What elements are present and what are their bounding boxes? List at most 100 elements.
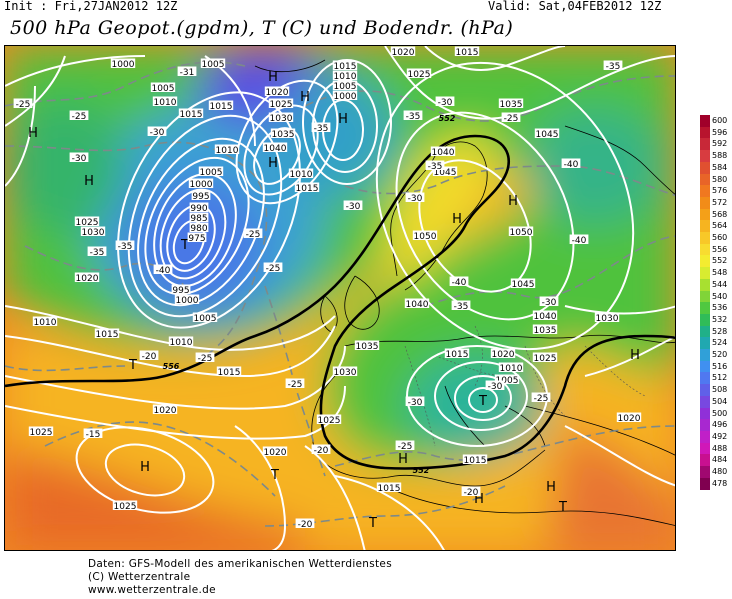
low-pressure-marker: T: [478, 394, 487, 409]
scale-swatch: [700, 243, 710, 256]
isobar-label: 1020: [392, 48, 415, 58]
isotherm-label: -30: [408, 398, 423, 408]
scale-swatch: [700, 208, 710, 221]
scale-label: 596: [712, 127, 728, 137]
scale-label: 532: [712, 314, 728, 324]
scale-swatch: [700, 419, 710, 432]
isobar-label: 1005: [496, 376, 519, 386]
isobar-label: 1035: [272, 130, 295, 140]
isobar-label: 1045: [434, 168, 457, 178]
isobar-label: 1050: [414, 232, 437, 242]
valid-time: Valid: Sat,04FEB2012 12Z: [488, 0, 662, 13]
scale-swatch: [700, 395, 710, 408]
footer-credits: Daten: GFS-Modell des amerikanischen Wet…: [88, 558, 392, 597]
scale-swatch: [700, 138, 710, 151]
scale-label: 584: [712, 162, 728, 172]
isobar-label: 1000: [112, 60, 135, 70]
scale-swatch: [700, 255, 710, 268]
isobar-label: 1015: [464, 456, 487, 466]
isobar-label: 1010: [34, 318, 57, 328]
isobar-label: 1015: [210, 102, 233, 112]
scale-label: 480: [712, 467, 728, 476]
scale-label: 580: [712, 174, 728, 184]
isobar-label: 1025: [270, 100, 293, 110]
isobar-label: 1010: [290, 170, 313, 180]
isobar-label: 1015: [96, 330, 119, 340]
isobar-label: 1020: [264, 448, 287, 458]
isobar-label: 1030: [334, 368, 357, 378]
geopotential-label: 552: [413, 466, 430, 475]
scale-label: 492: [712, 431, 728, 441]
isotherm-label: -35: [90, 248, 105, 258]
isobar-label: 1025: [76, 218, 99, 228]
scale-swatch: [700, 126, 710, 139]
isobar-label: 1020: [492, 350, 515, 360]
isobar-label: 1000: [176, 296, 199, 306]
isobar-label: 995: [192, 192, 209, 202]
footer-line-3[interactable]: www.wetterzentrale.de: [88, 584, 216, 596]
isotherm-labels: -35 -30 -30 -30 -25 -25 -25 -30 -30 -35 -31 -35 -40 -…: [13, 60, 623, 530]
scale-swatch: [700, 384, 710, 397]
footer-line-1: Daten: GFS-Modell des amerikanischen Wet…: [88, 558, 392, 570]
isotherm-label: -25: [288, 380, 303, 390]
isotherm-label: -20: [464, 488, 479, 498]
scale-label: 520: [712, 350, 728, 359]
isobar-label: 1040: [264, 144, 287, 154]
isobar-label: 1045: [512, 280, 535, 290]
isotherm-label: -30: [150, 128, 165, 138]
scale-swatch: [700, 196, 710, 210]
scale-swatch: [700, 278, 710, 291]
high-pressure-marker: H: [452, 212, 462, 227]
scale-swatch: [700, 185, 710, 198]
isobar-label: 1020: [266, 88, 289, 98]
scale-label: 560: [712, 233, 728, 242]
scale-label: 484: [712, 455, 728, 465]
isotherm-label: -25: [246, 230, 261, 240]
scale-swatch: [700, 349, 710, 362]
isotherm-label: -25: [534, 394, 549, 404]
isobar-label: 1005: [152, 84, 175, 94]
isotherm-label: -35: [118, 242, 133, 252]
scale-swatch: [700, 466, 710, 479]
low-pressure-marker: T: [180, 238, 189, 253]
isotherm-label: -30: [346, 202, 361, 212]
isobar-label: 1035: [534, 326, 557, 336]
isobar-label: 1015: [378, 484, 401, 494]
isobar-label: 1005: [194, 314, 217, 324]
isotherm-label: -35: [428, 162, 443, 172]
scale-label: 548: [712, 268, 728, 278]
scale-swatch: [700, 232, 710, 245]
scale-label: 568: [712, 209, 728, 219]
scale-label: 600: [712, 116, 728, 125]
scale-label: 544: [712, 279, 728, 289]
scale-label: 556: [712, 244, 728, 254]
isobar-label: 1010: [334, 72, 357, 82]
isobar-label: 1030: [596, 314, 619, 324]
scale-label: 552: [712, 256, 728, 266]
scale-label: 504: [712, 396, 728, 406]
isotherm-label: -25: [72, 112, 87, 122]
scale-swatch: [700, 407, 710, 420]
isobar-label: 975: [188, 234, 205, 244]
isobar-label: 1000: [190, 180, 213, 190]
isobar-label: 1025: [30, 428, 53, 438]
isobar-label: 1015: [456, 48, 479, 58]
isotherm-label: -40: [572, 236, 587, 246]
isotherm-label: -40: [156, 266, 171, 276]
scale-label: 564: [712, 221, 728, 231]
isotherm-label: -35: [314, 124, 329, 134]
isotherm-label: -20: [142, 352, 157, 362]
isotherm-label: -30: [408, 194, 423, 204]
isobar-label: 990: [190, 204, 207, 214]
scale-swatch: [700, 150, 710, 163]
isotherm-label: -40: [452, 278, 467, 288]
high-pressure-marker: H: [28, 126, 38, 141]
high-pressure-marker: H: [474, 492, 484, 507]
init-time: Init : Fri,27JAN2012 12Z: [4, 0, 178, 13]
scale-label: 478: [712, 478, 728, 488]
scale-label: 516: [712, 361, 728, 371]
isotherm-label: -25: [504, 114, 519, 124]
